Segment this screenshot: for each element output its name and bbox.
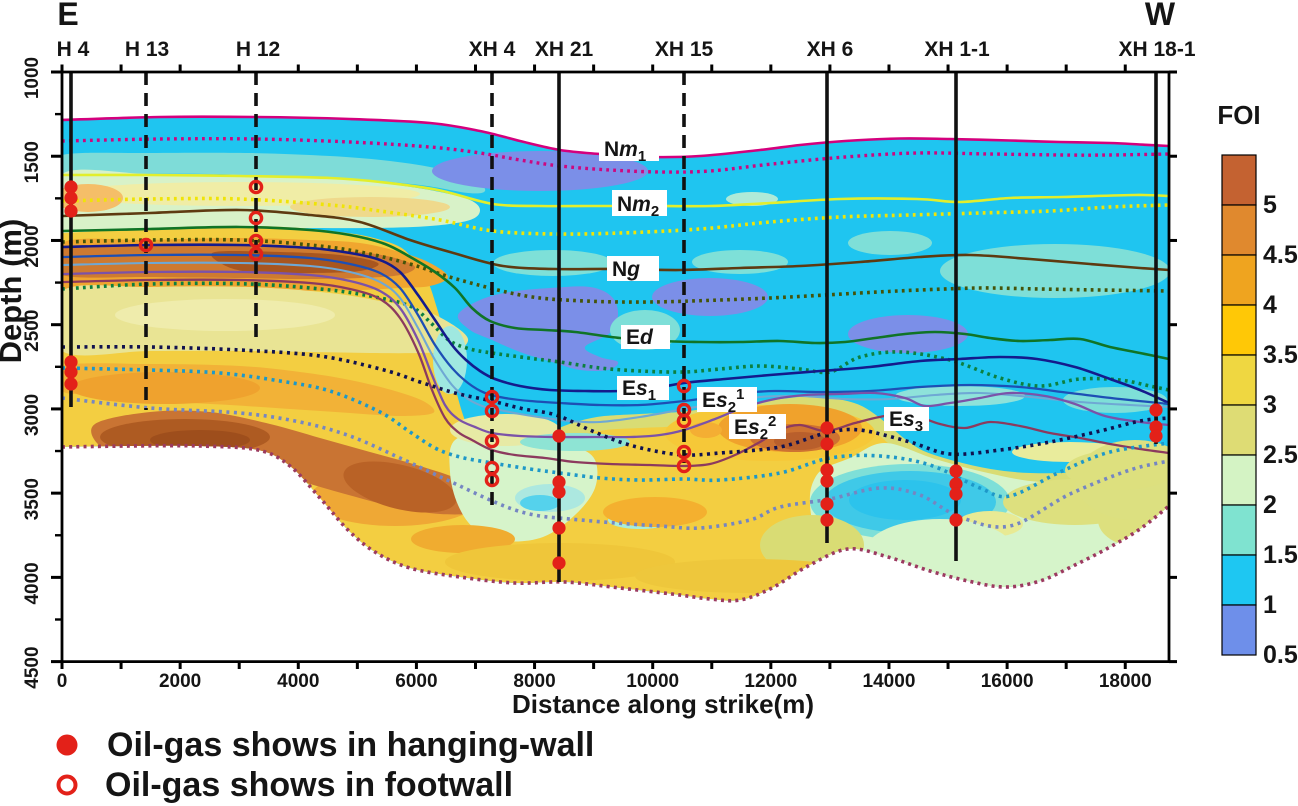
- svg-text:12000: 12000: [744, 671, 797, 692]
- svg-text:0: 0: [57, 671, 68, 692]
- svg-text:4500: 4500: [22, 646, 43, 688]
- svg-text:1: 1: [1263, 591, 1277, 619]
- svg-text:XH 18-1: XH 18-1: [1118, 38, 1195, 61]
- svg-text:Nm1: Nm1: [604, 138, 646, 165]
- svg-text:6000: 6000: [395, 671, 437, 692]
- svg-text:4000: 4000: [277, 671, 319, 692]
- svg-text:2000: 2000: [159, 671, 201, 692]
- svg-text:XH 6: XH 6: [807, 38, 854, 61]
- svg-text:H 12: H 12: [236, 38, 280, 61]
- svg-text:Oil-gas shows in footwall: Oil-gas shows in footwall: [105, 766, 513, 804]
- svg-text:Es1: Es1: [622, 377, 656, 404]
- svg-text:1000: 1000: [22, 57, 43, 99]
- svg-text:Ng: Ng: [612, 258, 640, 281]
- svg-text:Distance along strike(m): Distance along strike(m): [512, 689, 814, 719]
- svg-text:XH 1-1: XH 1-1: [924, 38, 990, 61]
- svg-text:5: 5: [1263, 191, 1277, 219]
- svg-text:14000: 14000: [863, 671, 916, 692]
- svg-text:H 4: H 4: [57, 38, 90, 61]
- svg-text:0.5: 0.5: [1263, 641, 1298, 669]
- svg-text:H 13: H 13: [125, 38, 169, 61]
- svg-text:2500: 2500: [22, 310, 43, 352]
- svg-text:Oil-gas shows in hanging-wall: Oil-gas shows in hanging-wall: [107, 726, 594, 764]
- svg-text:1.5: 1.5: [1263, 541, 1298, 569]
- svg-text:3000: 3000: [22, 394, 43, 436]
- svg-text:4000: 4000: [22, 562, 43, 604]
- svg-text:Ed: Ed: [626, 326, 654, 349]
- svg-text:16000: 16000: [981, 671, 1034, 692]
- svg-text:XH 15: XH 15: [655, 38, 714, 61]
- svg-text:Es22: Es22: [734, 413, 776, 443]
- svg-text:8000: 8000: [513, 671, 555, 692]
- svg-text:2: 2: [1263, 491, 1277, 519]
- svg-text:W: W: [1145, 0, 1176, 32]
- svg-text:Es21: Es21: [702, 386, 744, 416]
- svg-text:XH 21: XH 21: [535, 38, 594, 61]
- svg-text:E: E: [57, 0, 78, 32]
- svg-text:3: 3: [1263, 391, 1277, 419]
- svg-text:Nm2: Nm2: [617, 193, 659, 220]
- svg-text:1500: 1500: [22, 141, 43, 183]
- svg-text:18000: 18000: [1099, 671, 1152, 692]
- svg-text:2.5: 2.5: [1263, 441, 1298, 469]
- svg-text:3.5: 3.5: [1263, 341, 1298, 369]
- svg-text:XH 4: XH 4: [469, 38, 516, 61]
- svg-text:Es3: Es3: [889, 408, 923, 435]
- svg-text:10000: 10000: [626, 671, 679, 692]
- svg-text:FOI: FOI: [1217, 100, 1260, 130]
- svg-text:3500: 3500: [22, 478, 43, 520]
- svg-text:4.5: 4.5: [1263, 241, 1298, 269]
- svg-text:Depth (m): Depth (m): [0, 219, 28, 364]
- svg-text:4: 4: [1263, 291, 1277, 319]
- svg-text:2000: 2000: [22, 225, 43, 267]
